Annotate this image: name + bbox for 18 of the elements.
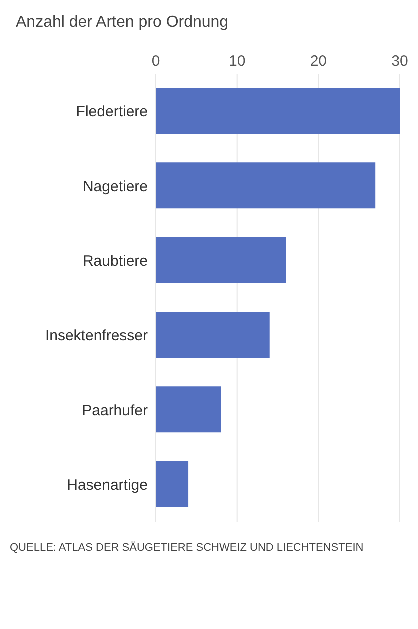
bar xyxy=(156,162,376,209)
y-tick-label: Hasenartige xyxy=(67,476,148,494)
bar xyxy=(156,312,270,358)
bar xyxy=(156,386,222,433)
bar xyxy=(156,461,189,508)
bar xyxy=(156,237,286,284)
x-tick-label: 20 xyxy=(310,53,328,70)
y-tick-label: Raubtiere xyxy=(82,252,148,270)
y-tick-label: Paarhufer xyxy=(82,402,148,420)
y-tick-label: Fledertiere xyxy=(76,104,148,121)
bar xyxy=(156,88,400,134)
y-tick-label: Insektenfresser xyxy=(45,328,148,345)
y-tick-label: Nagetiere xyxy=(82,178,148,196)
chart-title: Anzahl der Arten pro Ordnung xyxy=(16,14,230,32)
source-note: QUELLE: ATLAS DER SÄUGETIERE SCHWEIZ UND LIECHTENSTEIN xyxy=(10,542,365,554)
x-tick-label: 10 xyxy=(228,53,246,70)
x-tick-label: 0 xyxy=(152,53,160,70)
x-tick-label: 30 xyxy=(392,53,408,70)
